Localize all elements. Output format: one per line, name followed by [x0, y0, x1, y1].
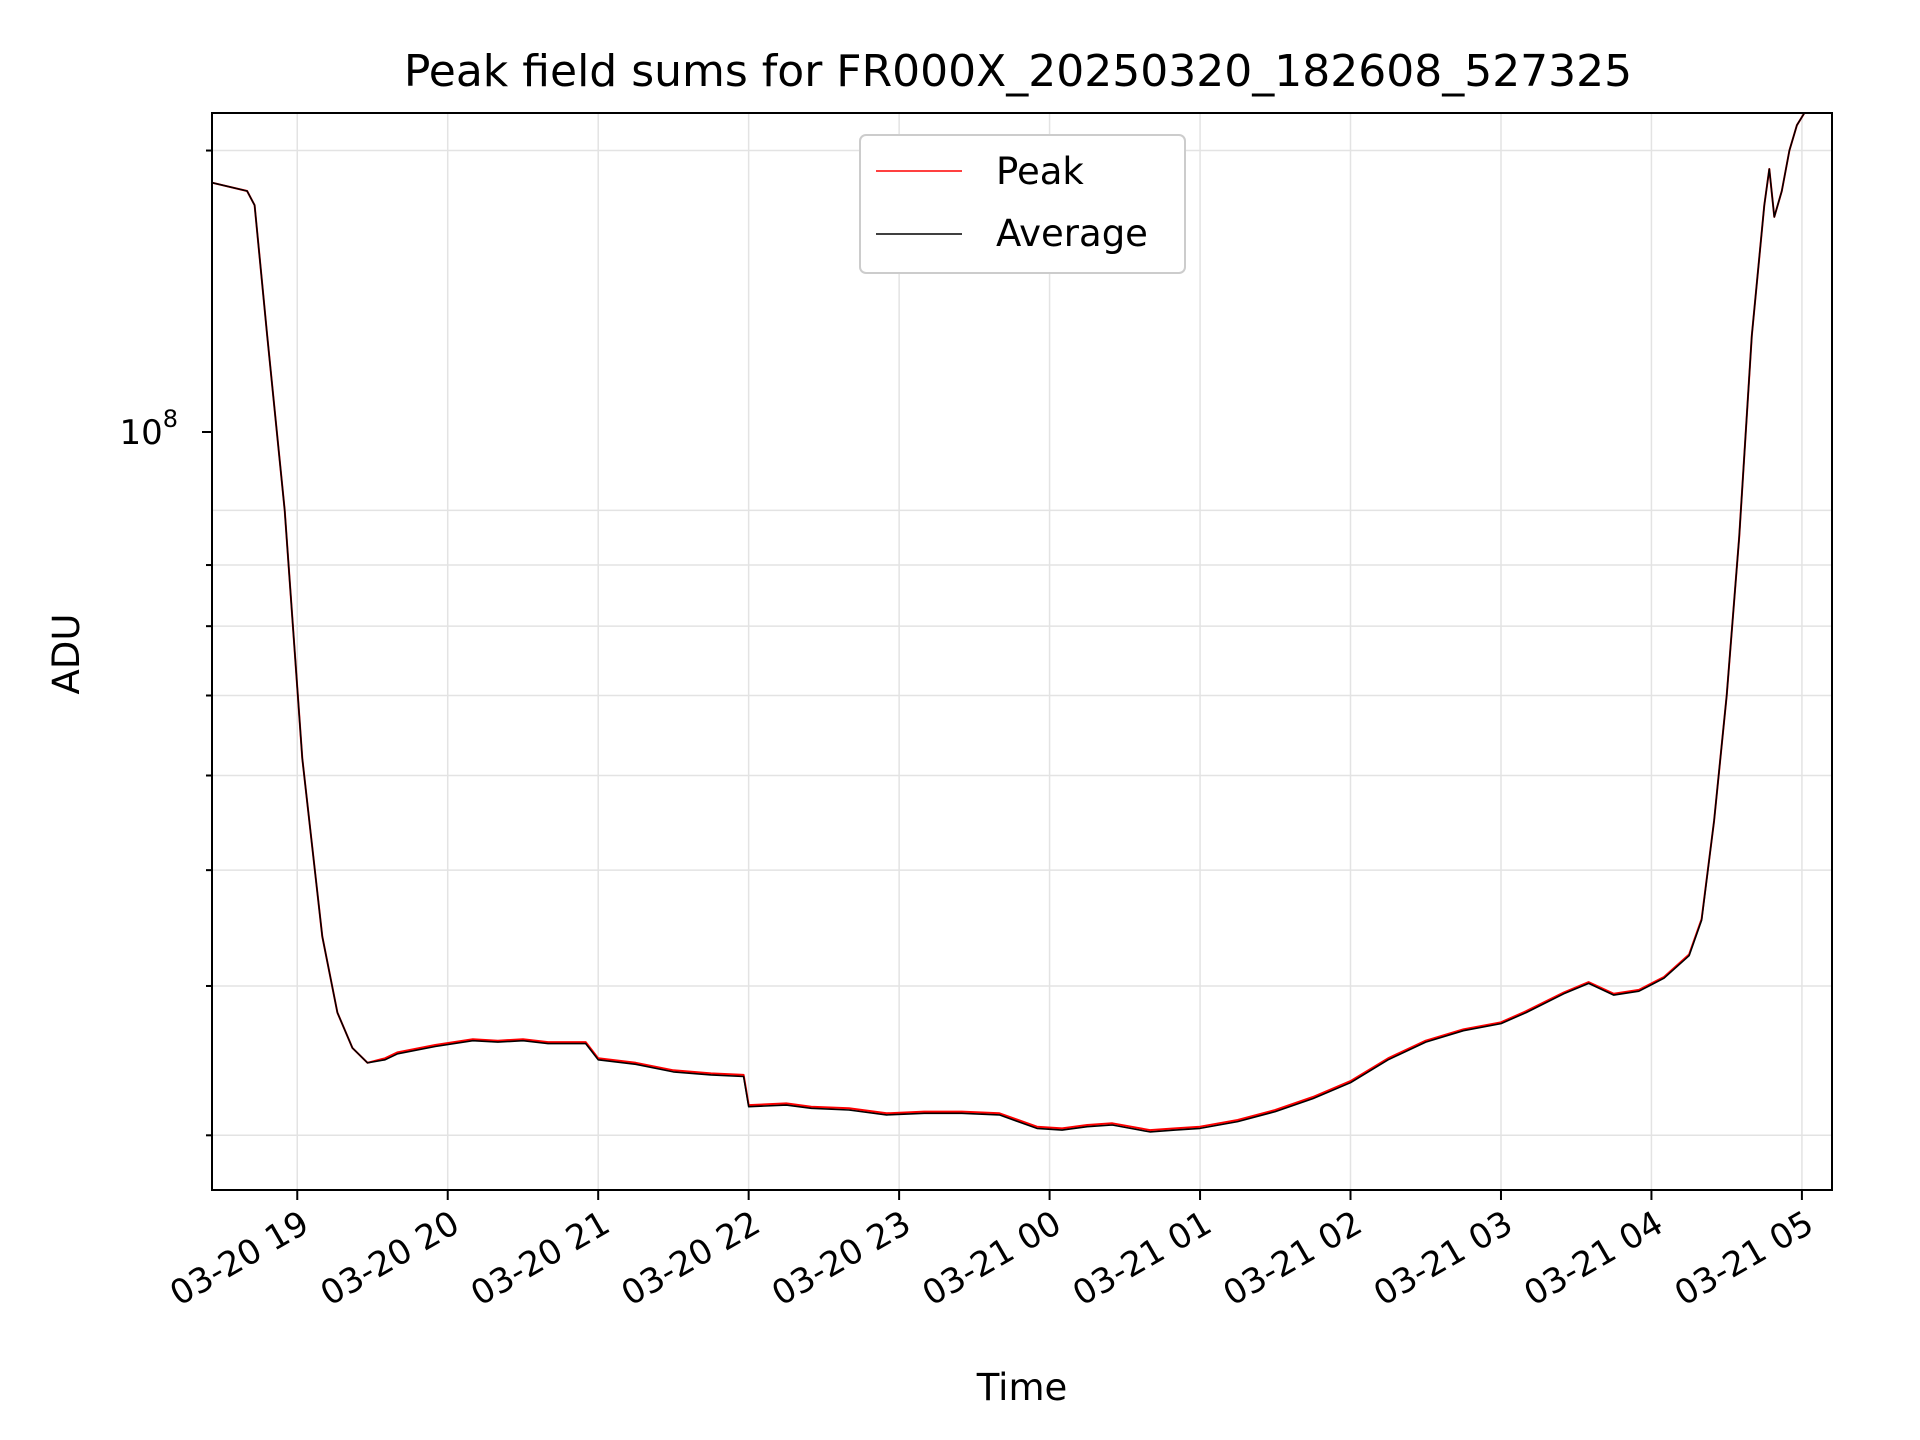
y-axis: 108	[119, 149, 212, 1137]
grid	[212, 113, 1832, 1190]
plot-frame	[211, 112, 1833, 1191]
legend-label-peak: Peak	[996, 150, 1084, 193]
series-layer	[211, 112, 1806, 1133]
y-tick-base: 10	[119, 413, 162, 453]
y-tick-label: 108	[119, 405, 178, 453]
x-axis-label: Time	[976, 1366, 1068, 1409]
chart-title: Peak field sums for FR000X_20250320_1826…	[404, 46, 1632, 97]
series-line-average	[211, 112, 1806, 1133]
legend: Peak Average	[859, 134, 1186, 274]
legend-box	[859, 134, 1186, 274]
legend-label-average: Average	[996, 212, 1148, 255]
y-axis-label: ADU	[45, 614, 88, 695]
y-tick-exponent: 8	[163, 405, 178, 433]
